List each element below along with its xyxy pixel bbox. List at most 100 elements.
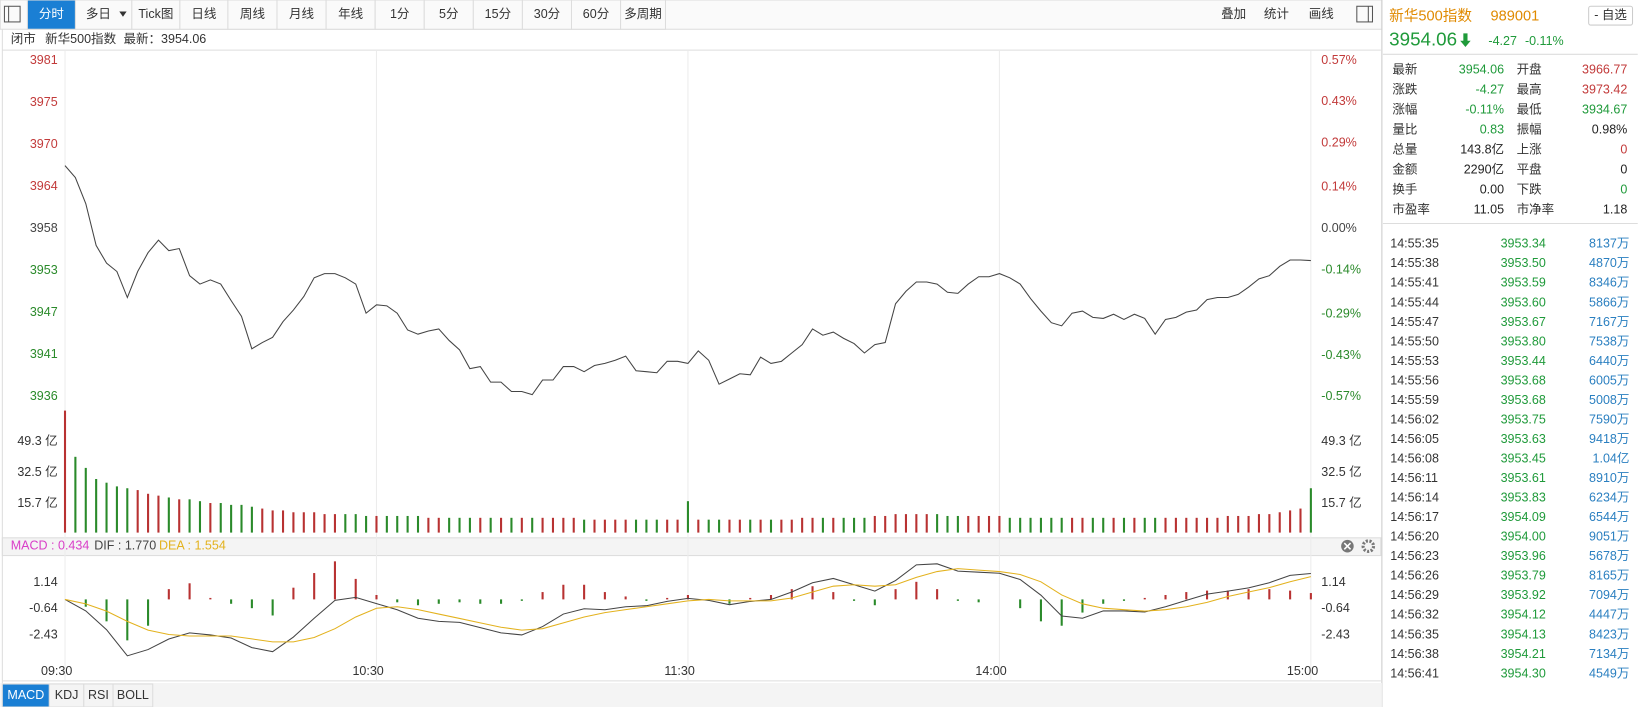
stat-value: -4.27: [1476, 82, 1505, 96]
stat-label: 振幅: [1517, 122, 1542, 136]
volume-bar: [1289, 510, 1292, 533]
volume-bar: [1154, 517, 1157, 533]
volume-bar: [998, 515, 1001, 533]
macd-bar: [1081, 599, 1084, 613]
indicator-tab[interactable]: [112, 683, 154, 707]
settings[interactable]: [1361, 539, 1376, 553]
macd-bar: [1060, 599, 1063, 626]
macd-bar: [977, 599, 980, 603]
macd-bar: [541, 592, 544, 600]
tab-label: 60分: [583, 7, 610, 21]
macd-bar: [479, 599, 482, 604]
y2-tick-label: 0.00%: [1321, 221, 1357, 235]
tab[interactable]: [620, 0, 667, 30]
tab-label: 年线: [338, 7, 364, 21]
macd-bar: [583, 584, 586, 600]
macd-bar: [790, 589, 793, 600]
tab[interactable]: [570, 0, 622, 30]
tick-time: 14:56:32: [1390, 608, 1439, 622]
tick-volume: 7167万: [1589, 315, 1629, 329]
stat-label: 最低: [1517, 102, 1543, 116]
tool-button[interactable]: 叠加: [1221, 7, 1246, 21]
y2-tick-label: 0.14%: [1321, 180, 1357, 194]
macd-bar: [126, 599, 129, 641]
y-tick-label: -2.43: [29, 627, 58, 641]
macd-bar: [1268, 589, 1271, 600]
macd-bar: [1289, 590, 1292, 600]
tick-price: 3953.60: [1501, 295, 1546, 309]
tick-volume: 6234万: [1589, 491, 1629, 505]
y-tick-label: 49.3 亿: [1321, 434, 1361, 448]
tick-time: 14:55:35: [1390, 237, 1439, 251]
stat-value: 0.83: [1480, 122, 1504, 136]
panel-toggle[interactable]: [1356, 5, 1374, 23]
stat-label: 量比: [1392, 122, 1417, 136]
macd-bar: [686, 594, 689, 600]
tab[interactable]: [374, 0, 425, 30]
volume-bar: [1071, 517, 1074, 533]
volume-bar: [1237, 515, 1240, 533]
tick-price: 3954.13: [1501, 627, 1546, 641]
volume-bar: [1185, 517, 1188, 533]
y-tick-label: 3981: [30, 53, 58, 67]
volume-bar: [489, 517, 492, 533]
watchlist-button[interactable]: [1588, 5, 1634, 26]
volume-bar: [468, 517, 471, 533]
tick-time: 14:56:23: [1390, 549, 1439, 563]
macd-bar: [645, 599, 648, 601]
volume-bar: [219, 503, 222, 533]
indicator-tab-label: MACD: [7, 688, 44, 702]
volume-bar: [728, 519, 731, 533]
tab-label: 分时: [39, 7, 65, 21]
volume-bar: [987, 515, 991, 533]
macd-bar: [188, 583, 191, 600]
volume-bar: [645, 519, 648, 533]
tick-time: 14:56:20: [1390, 530, 1439, 544]
tab[interactable]: [521, 0, 573, 30]
tick-price: 3953.45: [1501, 451, 1546, 465]
volume-bar: [385, 515, 388, 533]
volume-bar: [780, 519, 783, 533]
volume-bar: [541, 517, 544, 533]
volume-bar: [904, 514, 908, 533]
volume-bar: [375, 515, 378, 533]
tab[interactable]: [26, 0, 76, 30]
stat-value: 3973.42: [1582, 82, 1627, 96]
tab-label: 30分: [534, 7, 561, 21]
y-tick-label: 15.7 亿: [1321, 496, 1361, 510]
volume-bar: [1195, 517, 1198, 533]
tab[interactable]: [423, 0, 474, 30]
quote-price: 3954.06: [1389, 29, 1457, 50]
volume-bar: [1008, 517, 1011, 533]
stat-label: 开盘: [1517, 61, 1542, 76]
macd-bar: [437, 599, 440, 604]
tick-volume: 9418万: [1589, 432, 1629, 446]
volume-bar: [323, 514, 326, 533]
volume-bar: [1122, 517, 1126, 533]
macd-bar: [1019, 599, 1022, 609]
tick-price: 3953.80: [1501, 334, 1546, 348]
tick-price: 3953.50: [1501, 256, 1546, 270]
tick-price: 3954.09: [1501, 510, 1546, 524]
tab[interactable]: [276, 0, 327, 30]
y2-tick-label: 0.29%: [1321, 135, 1357, 149]
stat-label: 上涨: [1517, 142, 1543, 156]
tab[interactable]: [179, 0, 229, 30]
volume-bar: [1247, 515, 1250, 533]
tab[interactable]: [227, 0, 278, 30]
tick-price: 3954.30: [1501, 666, 1546, 680]
tool-button[interactable]: 统计: [1264, 7, 1289, 21]
tab-label: 多周期: [624, 7, 662, 21]
tool-button[interactable]: 画线: [1309, 7, 1335, 21]
volume-bar: [676, 519, 679, 533]
x-tick-label: 09:30: [41, 664, 72, 678]
macd-bar: [749, 597, 752, 600]
status: 闭市: [11, 31, 36, 46]
watchlist-label: - 自选: [1594, 8, 1627, 22]
volume-bar: [448, 517, 451, 533]
stat-value: 0.00: [1480, 183, 1504, 197]
volume-bar: [1226, 515, 1229, 533]
macd-bar: [147, 599, 150, 626]
sidebar-toggle[interactable]: [3, 5, 21, 23]
